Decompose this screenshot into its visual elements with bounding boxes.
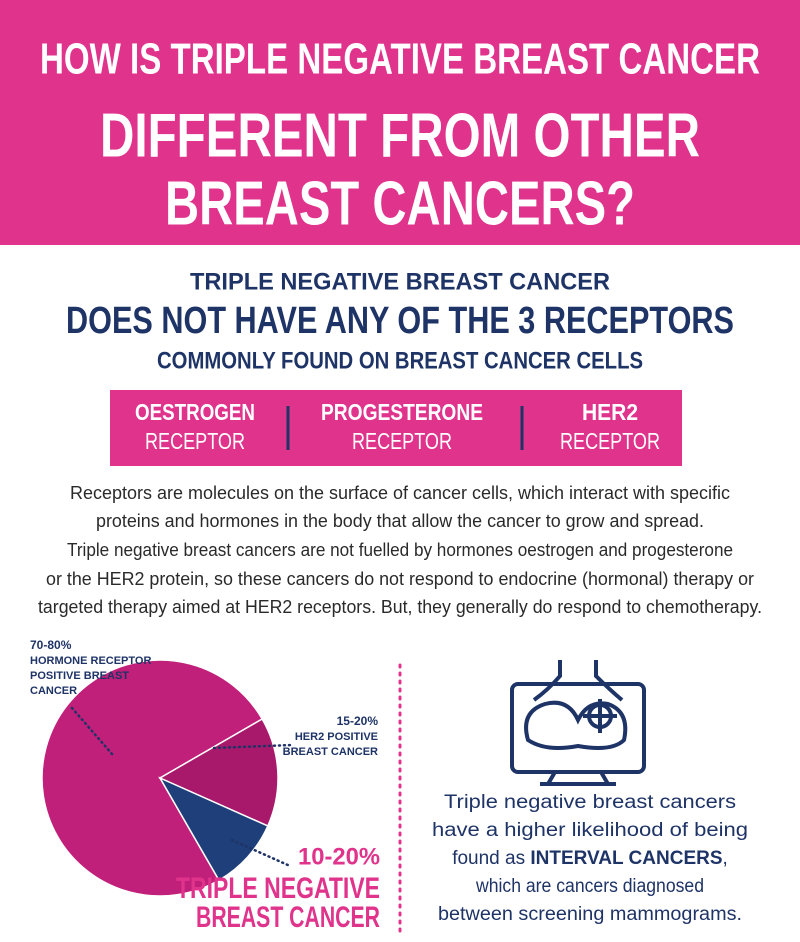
header-line: HOW IS TRIPLE NEGATIVE BREAST CANCER: [40, 35, 760, 84]
body-line: Triple negative breast cancers are not f…: [67, 540, 733, 560]
body-line: Receptors are molecules on the surface o…: [70, 483, 730, 503]
receptor-name: HER2: [582, 399, 638, 425]
leader-line: [230, 838, 292, 868]
slice-label: CANCER: [30, 685, 77, 697]
side-emphasis: INTERVAL CANCERS: [530, 848, 722, 869]
receptor-label: RECEPTOR: [145, 428, 245, 454]
body-line: proteins and hormones in the body that a…: [96, 511, 704, 531]
side-line: which are cancers diagnosed: [475, 876, 704, 897]
intro-line: TRIPLE NEGATIVE BREAST CANCER: [190, 268, 610, 295]
slice-percent: 70-80%: [30, 638, 72, 652]
side-line: found as INTERVAL CANCERS,: [452, 848, 728, 869]
receptor-label: RECEPTOR: [560, 428, 660, 454]
side-line: have a higher likelihood of being: [432, 820, 748, 841]
header-line: DIFFERENT FROM OTHER: [100, 101, 700, 170]
side-line: Triple negative breast cancers: [444, 792, 736, 813]
slice-label: BREAST CANCER: [283, 746, 378, 758]
slice-label: HORMONE RECEPTOR: [30, 655, 151, 667]
side-line: between screening mammograms.: [438, 904, 742, 925]
slice-label: TRIPLE NEGATIVE: [176, 872, 380, 905]
receptor-name: OESTROGEN: [135, 399, 255, 425]
slice-percent: 10-20%: [298, 843, 380, 870]
header-line: BREAST CANCERS?: [165, 169, 635, 238]
pie-slice: [41, 659, 264, 897]
body-line: targeted therapy aimed at HER2 receptors…: [38, 597, 762, 617]
slice-label: BREAST CANCER: [196, 901, 380, 934]
slice-percent: 15-20%: [337, 714, 379, 728]
pie-slice: [158, 776, 269, 882]
side-text: found as: [452, 848, 525, 869]
side-text: ,: [723, 848, 728, 869]
leader-line: [70, 706, 114, 756]
pie-chart: [41, 659, 279, 897]
receptor-label: RECEPTOR: [352, 428, 452, 454]
slice-label: HER2 POSITIVE: [295, 731, 378, 743]
intro-line: DOES NOT HAVE ANY OF THE 3 RECEPTORS: [66, 300, 734, 342]
slice-label: POSITIVE BREAST: [30, 670, 129, 682]
receptor-box: [110, 390, 682, 466]
header-band: [0, 0, 800, 245]
intro-line: COMMONLY FOUND ON BREAST CANCER CELLS: [157, 347, 643, 374]
monitor-icon: [510, 660, 646, 786]
body-line: or the HER2 protein, so these cancers do…: [46, 569, 754, 589]
leader-line: [212, 743, 294, 750]
receptor-name: PROGESTERONE: [321, 399, 483, 425]
